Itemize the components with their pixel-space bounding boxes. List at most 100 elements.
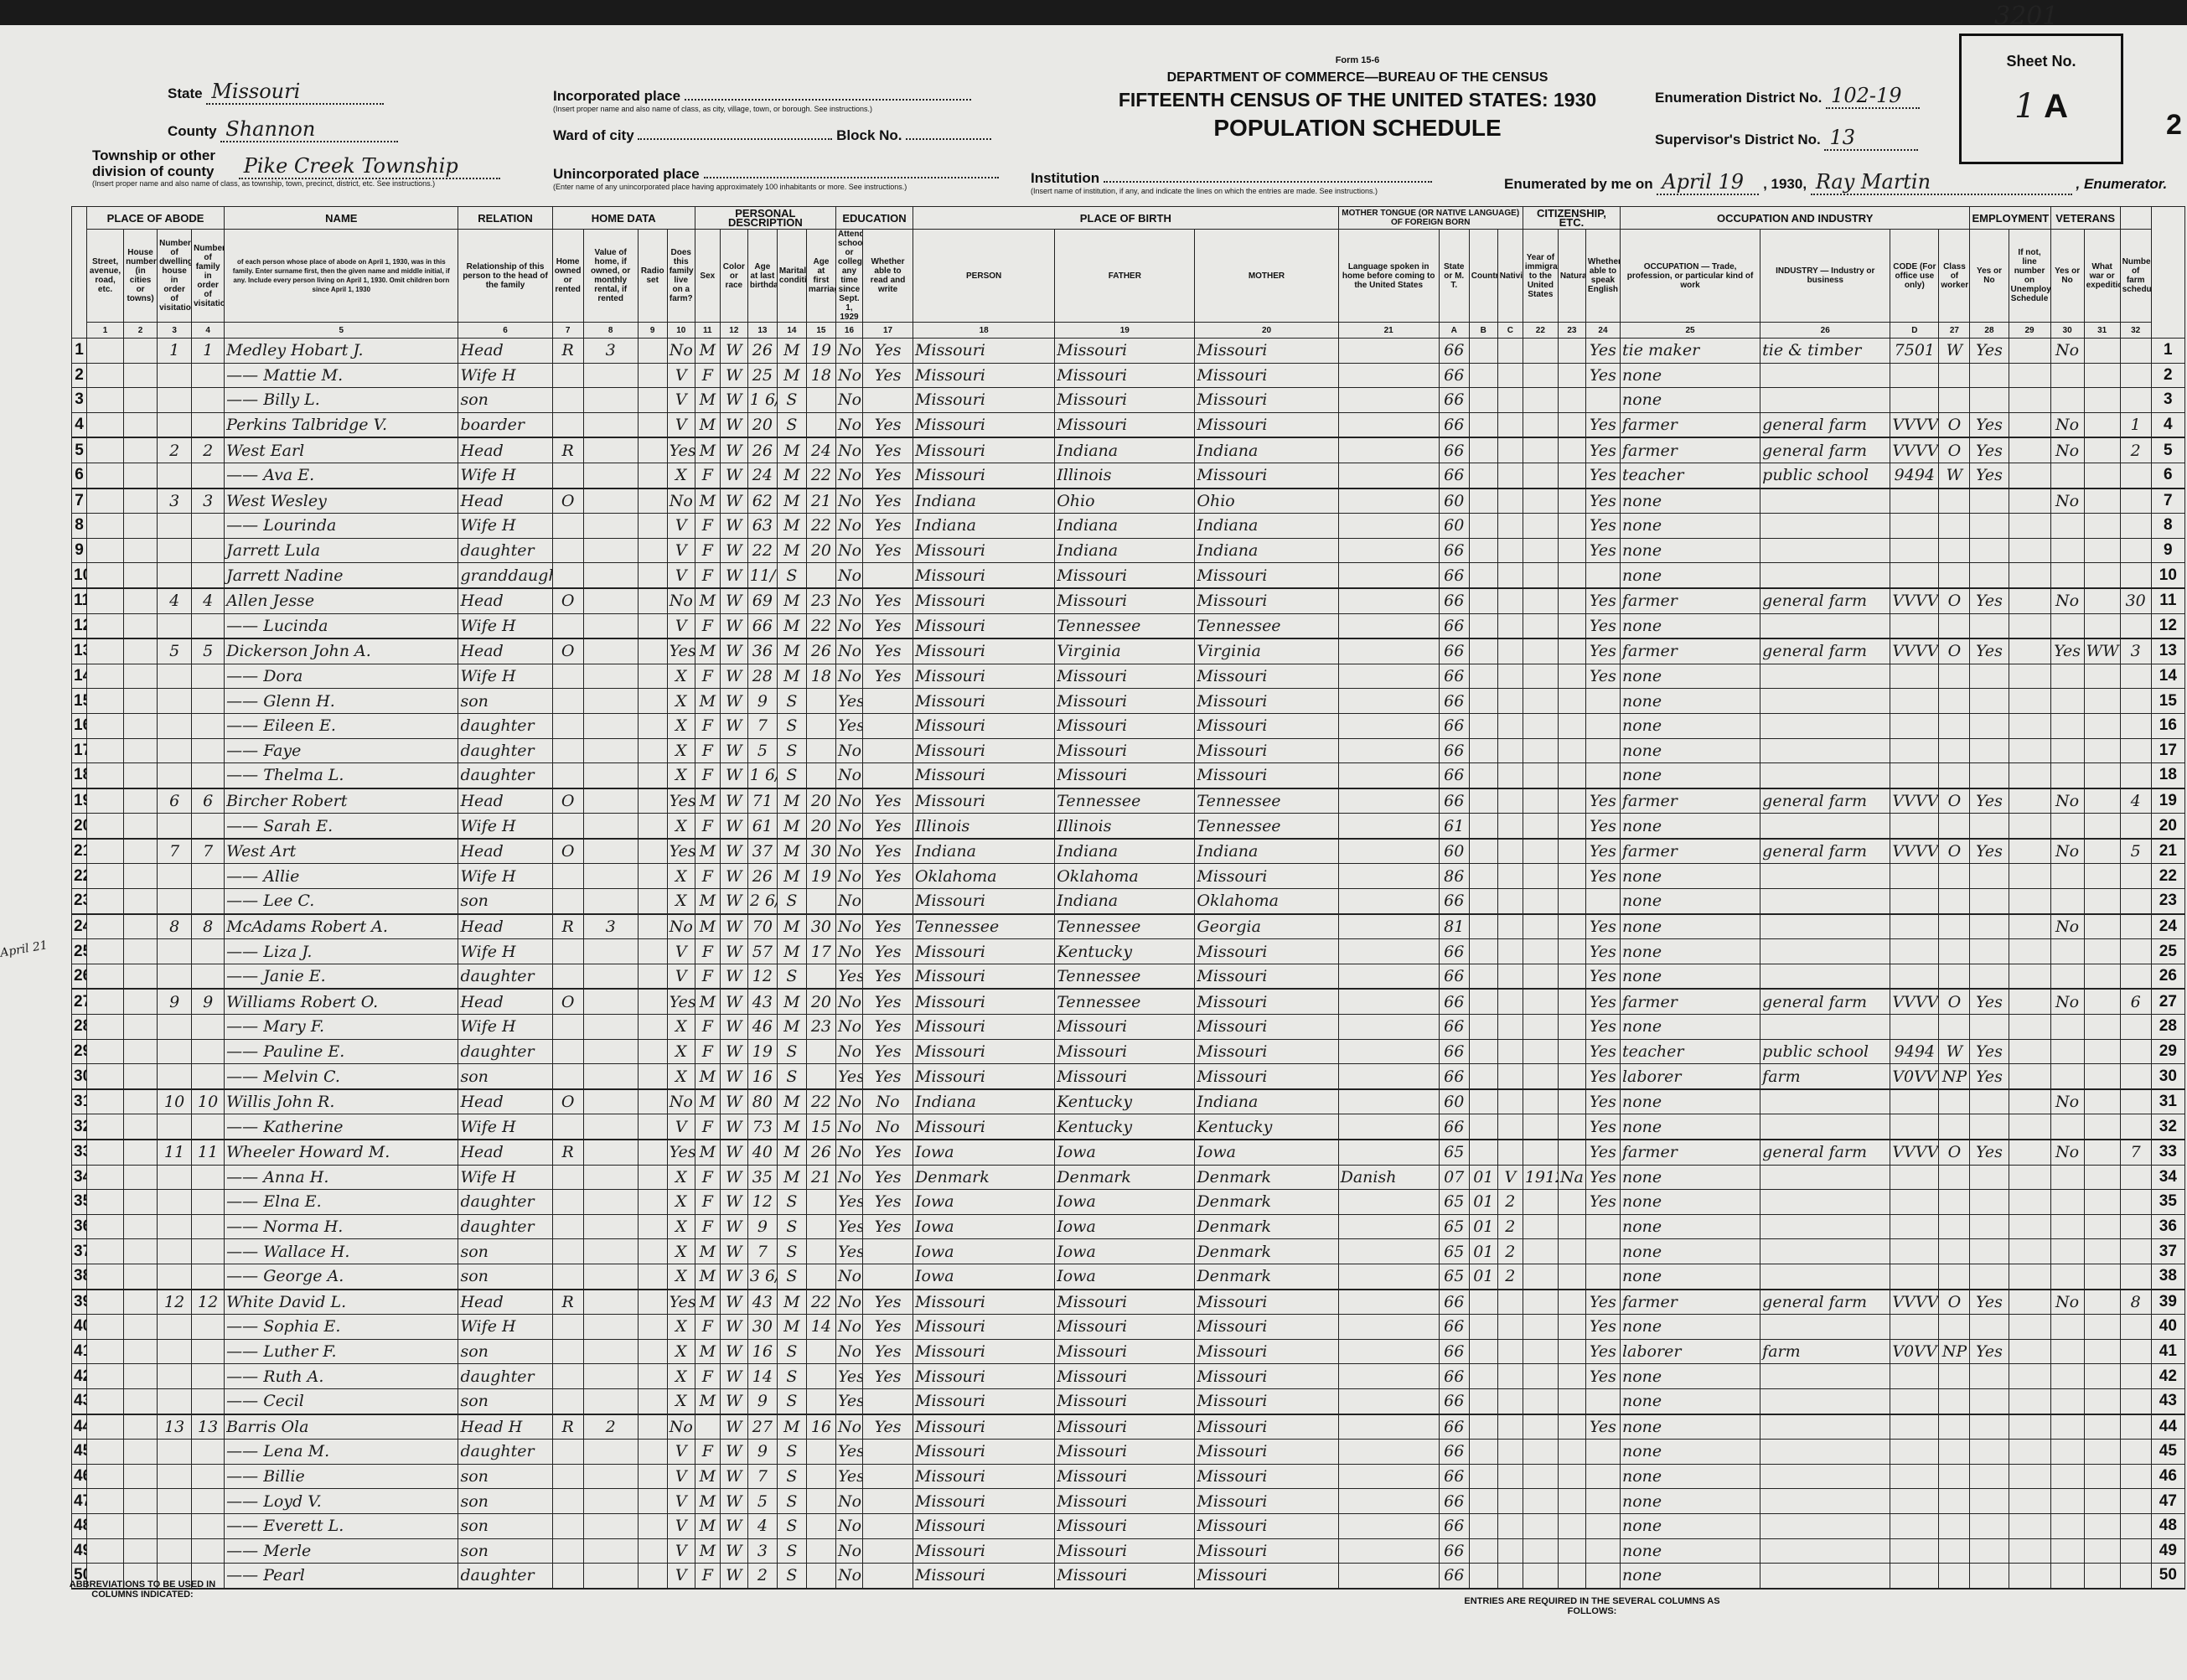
cell-war	[2083, 613, 2121, 640]
cell-mar: M	[776, 988, 807, 1016]
cell-unemp	[2008, 712, 2051, 739]
cell-unemp	[2008, 1263, 2051, 1290]
cell-spk: Yes	[1585, 1314, 1621, 1340]
cell-unemp	[2008, 562, 2051, 589]
group-veterans: VETERANS	[2050, 206, 2121, 230]
line-number: 14	[70, 663, 88, 690]
cell-lang	[1337, 1388, 1440, 1415]
cell-name: Willis John R.	[224, 1088, 459, 1115]
cell-name: West Art	[224, 838, 459, 865]
cell-sch: No	[835, 362, 863, 389]
cell-hn	[123, 1114, 158, 1141]
table-row: 49—— MerlesonVMW3SNoMissouriMissouriMiss…	[70, 1538, 2186, 1564]
cell-yi	[1522, 963, 1559, 990]
line-number-right: 21	[2150, 838, 2186, 865]
cell-rd: Yes	[861, 513, 914, 539]
cell-cb	[1468, 1314, 1498, 1340]
cell-race: W	[719, 688, 748, 714]
cell-oc	[1890, 1088, 1940, 1115]
cell-emp	[1969, 488, 2009, 514]
cell-fm: 12	[191, 1289, 225, 1316]
cell-cb	[1468, 1414, 1498, 1440]
cell-cc	[1497, 988, 1523, 1016]
cell-fbp: Missouri	[1054, 1289, 1196, 1316]
sheet-number-box: Sheet No. 1 A	[1959, 34, 2123, 164]
cell-war	[2083, 1014, 2121, 1040]
cell-lang	[1337, 838, 1440, 865]
cell-race: W	[719, 1563, 748, 1590]
cell-st	[86, 1363, 125, 1389]
cell-radio	[637, 562, 668, 589]
cell-vet	[2050, 737, 2085, 764]
cell-emp: Yes	[1969, 1063, 2009, 1090]
cell-lang	[1337, 988, 1440, 1016]
cell-name: —— Ava E.	[224, 462, 459, 489]
cell-radio	[637, 411, 668, 439]
cell-lang	[1337, 387, 1440, 413]
cell-st	[86, 1139, 125, 1166]
cell-nat	[1557, 387, 1586, 413]
cell-emp	[1969, 513, 2009, 539]
cell-am: 14	[805, 1314, 836, 1340]
cell-emp: Yes	[1969, 1289, 2009, 1316]
cell-dw: 5	[157, 638, 193, 664]
cell-am	[805, 1189, 836, 1215]
cell-emp	[1969, 1414, 2009, 1440]
cell-nat	[1557, 888, 1586, 915]
cell-ca: 66	[1438, 1538, 1470, 1564]
cell-bp: Missouri	[913, 1563, 1056, 1590]
cell-age: 12	[747, 963, 778, 990]
column-label-15: Age at first marriage	[805, 229, 836, 323]
cell-nat	[1557, 963, 1586, 990]
cell-yi	[1522, 1388, 1559, 1415]
cell-name: —— Thelma L.	[224, 762, 459, 789]
cell-cls	[1938, 1114, 1971, 1141]
cell-spk: Yes	[1585, 1338, 1621, 1365]
cell-ca: 65	[1438, 1189, 1470, 1215]
line-number-right: 31	[2150, 1088, 2186, 1115]
cell-cc	[1497, 788, 1523, 814]
cell-ca: 66	[1438, 1063, 1470, 1090]
cell-cb	[1468, 1538, 1498, 1564]
cell-lang	[1337, 1014, 1440, 1040]
cell-lang	[1337, 788, 1440, 814]
cell-mbp: Missouri	[1194, 863, 1339, 890]
cell-mar: S	[776, 1063, 807, 1090]
cell-val	[582, 1038, 639, 1065]
cell-yi	[1522, 488, 1559, 514]
cell-unemp	[2008, 587, 2051, 614]
column-label-17: Whether able to read and write	[861, 229, 914, 323]
cell-unemp	[2008, 1563, 2051, 1590]
cell-farm: Yes	[666, 1289, 695, 1316]
cell-own	[551, 537, 584, 564]
line-number: 9	[70, 537, 88, 564]
county-value: Shannon	[220, 117, 399, 142]
cell-name: —— Elna E.	[224, 1189, 459, 1215]
cell-name: Allen Jesse	[224, 587, 459, 614]
cell-cc	[1497, 737, 1523, 764]
cell-farm: No	[666, 1414, 695, 1440]
cell-fbp: Missouri	[1054, 1439, 1196, 1465]
cell-war	[2083, 587, 2121, 614]
cell-mar: M	[776, 587, 807, 614]
cell-cb	[1468, 863, 1498, 890]
cell-name: Bircher Robert	[224, 788, 459, 814]
cell-own	[551, 1563, 584, 1590]
line-number-right: 2	[2150, 362, 2186, 389]
cell-rd	[861, 1388, 914, 1415]
cell-radio	[637, 1363, 668, 1389]
cell-yi	[1522, 938, 1559, 964]
cell-rd: Yes	[861, 938, 914, 964]
line-number-right: 39	[2150, 1289, 2186, 1316]
cell-ind: farm	[1760, 1338, 1891, 1365]
cell-mbp: Indiana	[1194, 838, 1339, 865]
cell-sch: No	[835, 1038, 863, 1065]
line-number: 31	[70, 1088, 88, 1115]
line-number: 7	[70, 488, 88, 514]
cell-mar: S	[776, 1338, 807, 1365]
cell-st	[86, 863, 125, 890]
cell-val	[582, 1289, 639, 1316]
cell-cls: O	[1938, 587, 1971, 614]
cell-occ: laborer	[1619, 1063, 1761, 1090]
column-label-9: Radio set	[637, 229, 668, 323]
